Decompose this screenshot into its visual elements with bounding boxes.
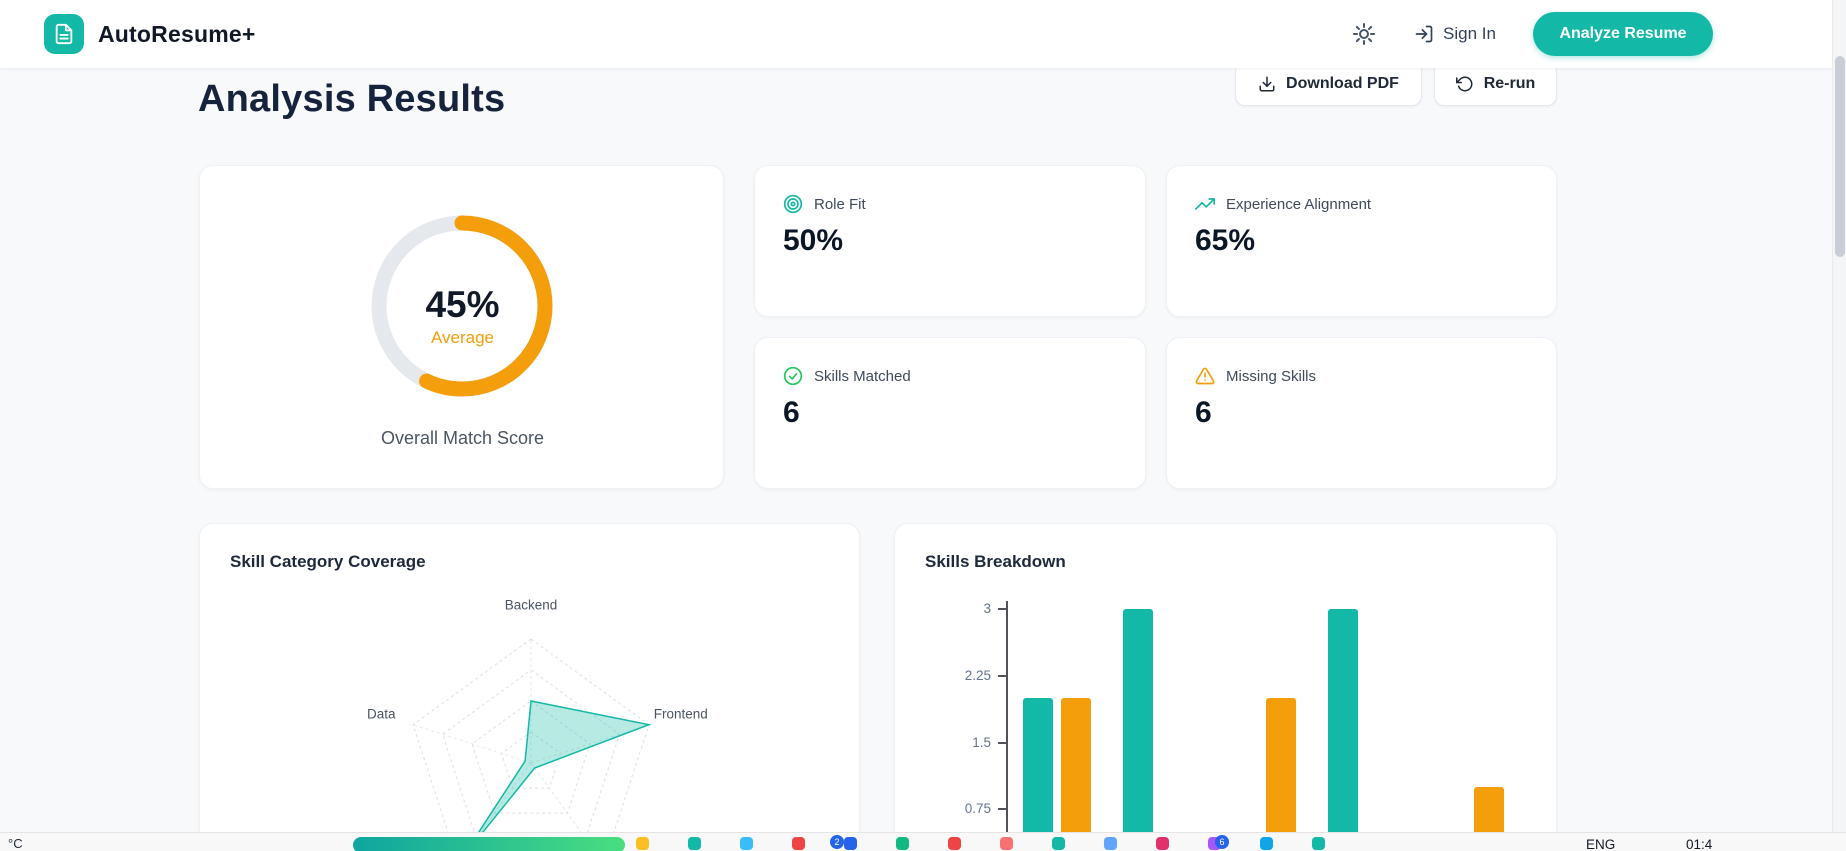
gauge-value: 45% [425, 284, 500, 325]
gauge-donut [371, 215, 553, 397]
sun-icon [1353, 23, 1375, 45]
app-logo [44, 14, 84, 54]
taskbar-temperature-fragment: °C [8, 836, 23, 851]
taskbar-app-icon[interactable] [740, 837, 753, 850]
taskbar-app-icon[interactable] [1000, 837, 1013, 850]
stat-card-missing-skills: Missing Skills 6 [1166, 337, 1557, 489]
overall-match-card: 45% Average Overall Match Score [199, 165, 724, 489]
y-axis-tick-label: 2.25 [964, 667, 991, 683]
taskbar-notification-badge: 2 [830, 835, 844, 849]
taskbar-app-icon[interactable] [948, 837, 961, 850]
stat-label: Experience Alignment [1226, 195, 1372, 213]
y-axis-tick-label: 3 [983, 601, 991, 616]
brand: AutoResume+ [44, 14, 255, 54]
gauge-caption: Overall Match Score [380, 428, 545, 448]
stat-value: 6 [783, 396, 800, 429]
bar-chart-title: Skills Breakdown [925, 552, 1066, 571]
taskbar-app-icon[interactable] [1312, 837, 1325, 850]
stat-label: Skills Matched [814, 367, 911, 385]
vertical-scrollbar[interactable] [1832, 0, 1846, 851]
stat-card-role-fit: Role Fit 50% [754, 165, 1146, 317]
analyze-resume-button[interactable]: Analyze Resume [1533, 12, 1713, 56]
bar [1061, 698, 1091, 851]
taskbar: °C ENG 01:4 2 6 [0, 832, 1846, 851]
bar [1328, 609, 1358, 851]
stat-value: 65% [1195, 224, 1256, 257]
rerun-label: Re-run [1483, 74, 1536, 92]
page-title: Analysis Results [198, 78, 506, 120]
taskbar-app-icon[interactable] [844, 837, 857, 850]
radar-chart-title: Skill Category Coverage [230, 552, 426, 571]
y-axis-tick-mark [998, 674, 1006, 677]
sign-in-button[interactable]: Sign In [1414, 18, 1496, 50]
bar [1023, 698, 1053, 851]
trending-up-icon [1195, 198, 1215, 210]
stat-head: Skills Matched [783, 366, 911, 386]
stat-head: Experience Alignment [1195, 194, 1371, 214]
header: AutoResume+ Sign In Analyze Resume [0, 0, 1832, 68]
y-axis-tick-mark [998, 741, 1006, 744]
rerun-button[interactable]: Re-run [1434, 61, 1557, 106]
download-icon [1259, 76, 1275, 91]
sign-in-label: Sign In [1443, 24, 1496, 43]
taskbar-app-icon[interactable] [1156, 837, 1169, 850]
svg-text:Frontend: Frontend [654, 706, 708, 721]
y-axis-tick-label: 1.5 [972, 734, 991, 750]
y-axis-tick-mark [998, 808, 1006, 811]
svg-text:Data: Data [367, 706, 396, 721]
gauge-arc [371, 215, 553, 397]
radar-chart: Backend Frontend Data [367, 598, 708, 851]
skill-category-coverage-card: Skill Category Coverage Backend Frontend D… [199, 523, 860, 851]
file-text-icon [55, 23, 73, 45]
bar-chart-y-axis [1006, 601, 1008, 851]
brand-name: AutoResume+ [98, 20, 256, 47]
svg-text:Backend: Backend [505, 598, 558, 613]
bar [1266, 698, 1296, 851]
bar [1123, 609, 1153, 851]
login-icon [1415, 25, 1433, 43]
stat-value: 50% [783, 224, 844, 257]
target-icon [783, 194, 803, 214]
alert-triangle-icon [1195, 367, 1215, 385]
rotate-ccw-icon [1455, 76, 1473, 91]
taskbar-app-icon[interactable] [896, 837, 909, 850]
bar-chart: 0.75 1.5 2.25 3 [895, 524, 1558, 851]
stat-label: Role Fit [814, 195, 866, 213]
taskbar-app-icon[interactable] [1052, 837, 1065, 850]
taskbar-notification-badge: 6 [1215, 835, 1229, 849]
download-pdf-label: Download PDF [1286, 74, 1399, 92]
stat-card-experience-alignment: Experience Alignment 65% [1166, 165, 1557, 317]
skills-breakdown-card: Skills Breakdown 0.75 1.5 2.25 3 [894, 523, 1557, 851]
stat-value: 6 [1195, 396, 1212, 429]
stat-head: Role Fit [783, 194, 866, 214]
gauge-sublabel: Average [430, 328, 494, 347]
stat-label: Missing Skills [1226, 367, 1317, 385]
taskbar-language-indicator[interactable]: ENG [1586, 837, 1616, 851]
scrollbar-thumb[interactable] [1835, 56, 1845, 257]
stat-head: Missing Skills [1195, 366, 1316, 386]
theme-toggle-button[interactable] [1352, 20, 1380, 48]
taskbar-app-icon[interactable] [1104, 837, 1117, 850]
taskbar-app-icon[interactable] [1260, 837, 1273, 850]
y-axis-tick-label: 0.75 [964, 801, 991, 817]
taskbar-app-icon[interactable] [688, 837, 701, 850]
taskbar-app-icon[interactable] [636, 837, 649, 850]
taskbar-app-icon[interactable] [792, 837, 805, 850]
taskbar-active-app-strip[interactable] [353, 837, 625, 851]
y-axis-tick-mark [998, 608, 1006, 610]
check-circle-icon [783, 366, 803, 386]
stat-card-skills-matched: Skills Matched 6 [754, 337, 1146, 489]
taskbar-clock: 01:4 [1686, 837, 1713, 851]
